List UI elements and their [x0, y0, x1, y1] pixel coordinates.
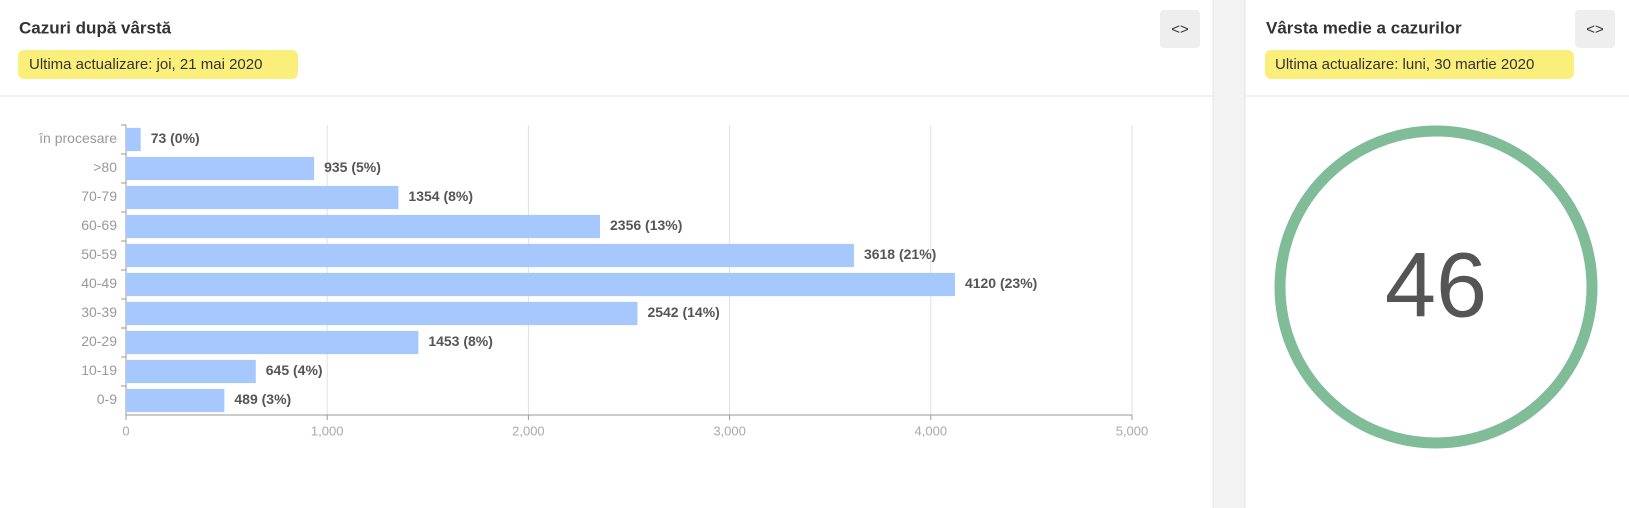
badge: [1265, 50, 1574, 79]
value-label: 73 (0%): [151, 130, 200, 146]
badge: [18, 50, 298, 79]
value-label: 4120 (23%): [965, 275, 1037, 291]
y-tick-label: 40-49: [81, 275, 117, 291]
panel-title: Cazuri după vârstă: [19, 18, 172, 37]
y-tick-label: 30-39: [81, 304, 117, 320]
bar: [126, 330, 419, 355]
toggle-icon[interactable]: <>: [1586, 21, 1604, 38]
toggle-button[interactable]: [1160, 10, 1200, 48]
value-label: 1453 (8%): [428, 333, 493, 349]
panel: [1245, 0, 1629, 508]
y-tick-label: 0-9: [97, 391, 117, 407]
x-tick-label: 5,000: [1116, 423, 1149, 438]
bar: [126, 359, 256, 384]
x-tick-label: 0: [122, 423, 129, 438]
bar: [126, 243, 854, 268]
bar: [126, 301, 638, 326]
ring: [1274, 125, 1598, 449]
bar: [126, 185, 399, 210]
value-label: 489 (3%): [234, 391, 291, 407]
bar: [126, 156, 315, 181]
bar: [126, 272, 955, 297]
toggle-button[interactable]: [1575, 10, 1615, 48]
x-tick-label: 1,000: [311, 423, 344, 438]
y-tick-label: 10-19: [81, 362, 117, 378]
y-tick-label: în procesare: [38, 130, 117, 146]
x-tick-label: 2,000: [512, 423, 545, 438]
update-label: Ultima actualizare: joi, 21 mai 2020: [29, 56, 262, 73]
value-label: 2356 (13%): [610, 217, 682, 233]
y-tick-label: 50-59: [81, 246, 117, 262]
y-tick-label: >80: [93, 159, 117, 175]
value-label: 2542 (14%): [647, 304, 719, 320]
y-tick-label: 20-29: [81, 333, 117, 349]
y-tick-label: 70-79: [81, 188, 117, 204]
toggle-icon[interactable]: <>: [1171, 21, 1189, 38]
bar: [126, 127, 141, 152]
update-label: Ultima actualizare: luni, 30 martie 2020: [1275, 56, 1534, 73]
bar: [126, 214, 601, 239]
average-value: 46: [1385, 234, 1487, 336]
x-tick-label: 4,000: [915, 423, 948, 438]
value-label: 1354 (8%): [408, 188, 473, 204]
value-label: 3618 (21%): [864, 246, 936, 262]
x-tick-label: 3,000: [713, 423, 746, 438]
value-label: 645 (4%): [266, 362, 323, 378]
y-tick-label: 60-69: [81, 217, 117, 233]
bar: [126, 388, 225, 413]
value-label: 935 (5%): [324, 159, 381, 175]
panel-title: Vârsta medie a cazurilor: [1266, 18, 1462, 37]
